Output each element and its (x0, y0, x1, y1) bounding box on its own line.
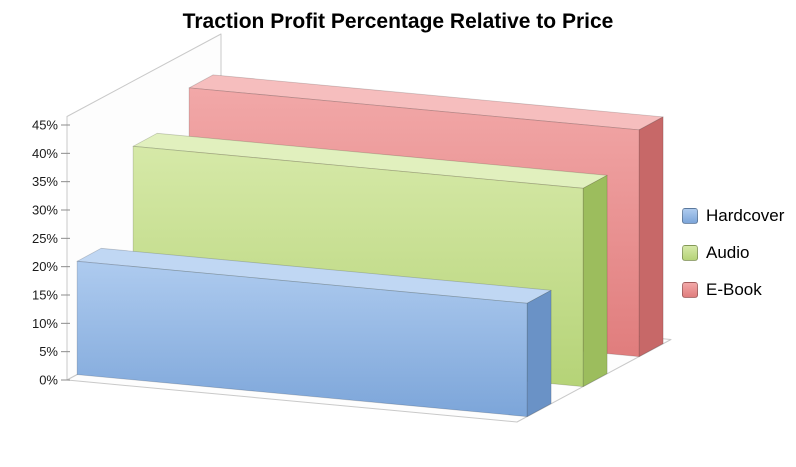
bar-e-book-side (638, 116, 664, 358)
y-axis-label: 5% (39, 344, 58, 359)
y-axis-label: 20% (32, 259, 58, 274)
y-axis-label: 40% (32, 146, 58, 161)
y-axis-label: 10% (32, 316, 58, 331)
legend-swatch-hardcover (682, 208, 698, 224)
legend-swatch-audio (682, 245, 698, 261)
y-axis-label: 45% (32, 118, 58, 133)
legend-label-hardcover: Hardcover (706, 206, 785, 225)
bar-hardcover-side (526, 289, 552, 418)
legend-item-audio: Audio (682, 243, 784, 263)
legend-label-audio: Audio (706, 243, 750, 262)
chart-title: Traction Profit Percentage Relative to P… (182, 10, 614, 33)
y-axis-label: 0% (39, 373, 58, 388)
y-axis-label: 35% (32, 174, 58, 189)
legend: Hardcover Audio E-Book (682, 206, 784, 300)
bar-hardcover-front (76, 260, 528, 418)
legend-item-hardcover: Hardcover (682, 206, 784, 226)
y-axis-label: 25% (32, 231, 58, 246)
legend-swatch-ebook (682, 282, 698, 298)
legend-item-ebook: E-Book (682, 280, 784, 300)
y-axis-label: 30% (32, 203, 58, 218)
bar-audio-side (582, 174, 608, 388)
y-axis-label: 15% (32, 288, 58, 303)
legend-label-ebook: E-Book (706, 280, 762, 299)
